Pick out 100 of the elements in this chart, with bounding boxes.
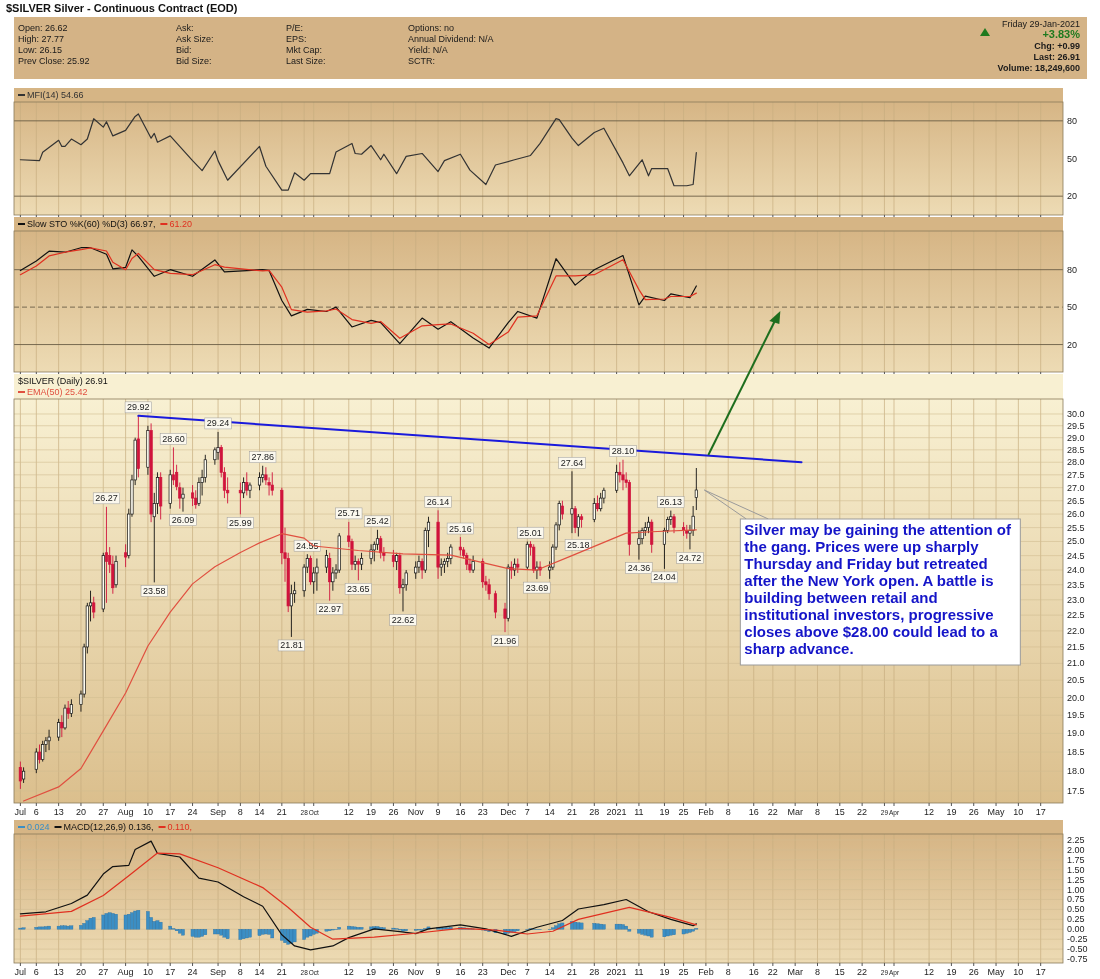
x-tick-label: 16 (455, 967, 466, 977)
y-tick-label: 1.75 (1067, 854, 1085, 865)
annotation: 21.81 (280, 640, 303, 651)
x-tick-label: 28 (589, 967, 600, 977)
annotation: 27.64 (560, 457, 584, 468)
x-tick-label: 16 (748, 967, 759, 977)
y-tick-label: -0.50 (1067, 944, 1088, 955)
x-tick-label: Feb (698, 807, 714, 817)
x-tick-label: Nov (407, 967, 425, 977)
x-tick-label: Aug (117, 967, 134, 977)
x-tick-label: 8 (725, 967, 731, 977)
annotation: 29.24 (206, 418, 230, 429)
annotation: 25.18 (567, 539, 590, 550)
y-tick-label: 18.0 (1067, 766, 1085, 777)
x-tick-label: 8 (814, 807, 820, 817)
x-tick-label: 8 (814, 967, 820, 977)
y-tick-label: 20.5 (1067, 675, 1085, 686)
x-tick-label: 14 (544, 807, 555, 817)
annotation: 22.97 (318, 604, 341, 615)
x-tick-label: 13 (53, 967, 64, 977)
y-tick-label: 19.5 (1067, 710, 1085, 721)
annotation: 27.86 (251, 452, 274, 463)
annotation: 23.65 (347, 583, 370, 594)
x-tick-label: 21 (276, 967, 287, 977)
y-tick-label: 0.25 (1067, 914, 1085, 925)
annotation: 26.14 (426, 496, 450, 507)
y-tick-label: 17.5 (1067, 785, 1085, 796)
x-tick-label: 27 (98, 967, 109, 977)
annotation: 28.60 (162, 433, 185, 444)
x-tick-label: 27 (98, 807, 109, 817)
legend-label: EMA(50) 25.42 (27, 387, 88, 397)
y-tick-label: 50 (1067, 153, 1078, 164)
x-tick-label: 12 (343, 967, 354, 977)
annotation: 21.96 (493, 635, 517, 646)
y-tick-label: 29.5 (1067, 420, 1085, 431)
x-tick-label: Dec (500, 807, 517, 817)
y-tick-label: 29.0 (1067, 432, 1085, 443)
x-tick-label: 26 (388, 807, 399, 817)
legend-label: Slow STO %K(60) %D(3) 66.97, (27, 219, 156, 229)
x-tick-label: 25 (678, 967, 689, 977)
y-tick-label: 19.0 (1067, 728, 1085, 739)
y-tick-label: 18.5 (1067, 747, 1085, 758)
y-tick-label: 22.0 (1067, 625, 1085, 636)
x-tick-label: 2021 (606, 967, 627, 977)
text: +3.83% (1042, 28, 1081, 40)
annotation: 28.10 (611, 446, 635, 457)
x-tick-label: May (987, 807, 1006, 817)
x-tick-label: 26 (968, 967, 979, 977)
annotation: 24.55 (296, 540, 319, 551)
y-tick-label: 28.5 (1067, 444, 1085, 455)
text: Mkt Cap: (286, 45, 323, 55)
annotation: 25.01 (519, 527, 542, 538)
legend-label: 61.20 (169, 219, 192, 229)
x-tick-label: Mar (787, 807, 803, 817)
x-tick-label: 19 (659, 967, 670, 977)
text: Open: 26.62 (18, 23, 68, 33)
x-tick-label: 10 (1013, 967, 1024, 977)
y-tick-label: 80 (1067, 264, 1078, 275)
y-tick-label: 20.0 (1067, 692, 1085, 703)
x-tick-label: 17 (165, 807, 176, 817)
annotation: 26.27 (95, 493, 118, 504)
text: Friday 29-Jan-2021 (1001, 19, 1080, 29)
legend-label: 0.024 (27, 822, 50, 832)
x-tick-label: May (987, 967, 1006, 977)
text: Bid: (176, 45, 192, 55)
annotation: 25.71 (337, 508, 361, 519)
x-tick-label: 23 (477, 967, 488, 977)
y-tick-label: 1.25 (1067, 874, 1085, 885)
y-tick-label: 23.5 (1067, 579, 1085, 590)
y-tick-label: 0.75 (1067, 894, 1085, 905)
x-tick-label: 19 (366, 807, 377, 817)
chart-title: $SILVER (Daily) 26.91 (18, 376, 108, 386)
x-tick-label: 13 (53, 807, 64, 817)
y-tick-label: 1.00 (1067, 884, 1085, 895)
text: $SILVER Silver - Continuous Contract (EOD) (6, 2, 238, 14)
x-tick-label: 11 (634, 807, 644, 817)
annotation: 29.92 (127, 402, 150, 413)
text: Volume: 18,249,600 (997, 63, 1080, 73)
x-tick-label: 9 (435, 967, 441, 977)
annotation: 24.36 (627, 563, 651, 574)
annotation: 25.42 (366, 516, 389, 527)
x-tick-label: 14 (254, 807, 265, 817)
y-tick-label: 21.0 (1067, 658, 1085, 669)
x-tick-label: 8 (237, 807, 243, 817)
legend-label: 0.110, (167, 822, 192, 832)
x-tick-label: Dec (500, 967, 517, 977)
x-tick-label: 8 (237, 967, 243, 977)
annotation: 26.09 (171, 515, 195, 526)
y-tick-label: 25.5 (1067, 522, 1085, 533)
y-tick-label: -0.25 (1067, 934, 1088, 945)
text: Low: 26.15 (18, 45, 63, 55)
y-tick-label: 0.00 (1067, 924, 1085, 935)
text: P/E: (286, 23, 304, 33)
text: SCTR: (408, 56, 435, 66)
y-tick-label: 2.00 (1067, 844, 1085, 855)
y-tick-label: 80 (1067, 115, 1078, 126)
x-tick-label: 17 (165, 967, 176, 977)
y-tick-label: 2.25 (1067, 834, 1085, 845)
text: High: 27.77 (18, 34, 65, 44)
x-tick-label: 19 (366, 967, 377, 977)
